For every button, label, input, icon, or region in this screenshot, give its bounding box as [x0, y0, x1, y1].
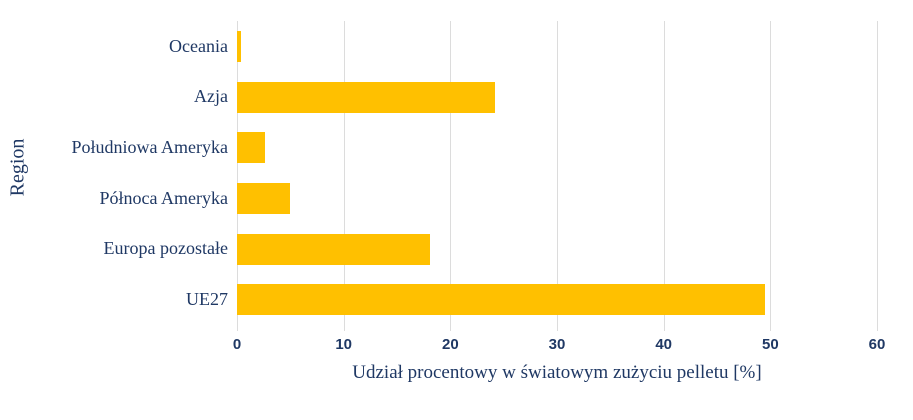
gridline	[237, 21, 238, 331]
gridline	[877, 21, 878, 331]
x-axis-title: Udział procentowy w światowym zużyciu pe…	[352, 362, 762, 383]
gridline	[770, 21, 772, 331]
gridline	[343, 21, 345, 331]
x-axis-ticks: 0 10 20 30 40 50 60	[233, 336, 886, 356]
category-label: Oceania	[169, 35, 228, 56]
x-axis-tick-label: 10	[335, 336, 352, 353]
plot-area	[237, 21, 878, 331]
gridline	[663, 21, 665, 331]
bar	[237, 284, 765, 316]
x-axis-tick-label: 0	[232, 336, 242, 353]
x-axis-tick-label: 60	[868, 336, 886, 353]
category-label: UE27	[186, 289, 228, 310]
category-label: Europa pozostałe	[103, 238, 228, 259]
x-axis-tick-label: 50	[761, 336, 779, 353]
category-label: Południowa Ameryka	[71, 137, 228, 158]
bar	[237, 233, 431, 265]
category-label: Azja	[194, 86, 228, 107]
gridline	[450, 21, 452, 331]
bar	[237, 30, 242, 62]
category-axis: Oceania Azja Południowa Ameryka Północa Ame…	[0, 21, 228, 325]
category-label: Północa Ameryka	[99, 187, 228, 208]
x-axis-tick-label: 30	[548, 336, 566, 353]
bar	[237, 81, 496, 113]
bar	[237, 132, 265, 164]
bar	[237, 182, 291, 214]
x-axis-tick-label: 40	[655, 336, 672, 353]
gridline	[557, 21, 558, 331]
x-axis-tick-label: 20	[441, 336, 459, 353]
